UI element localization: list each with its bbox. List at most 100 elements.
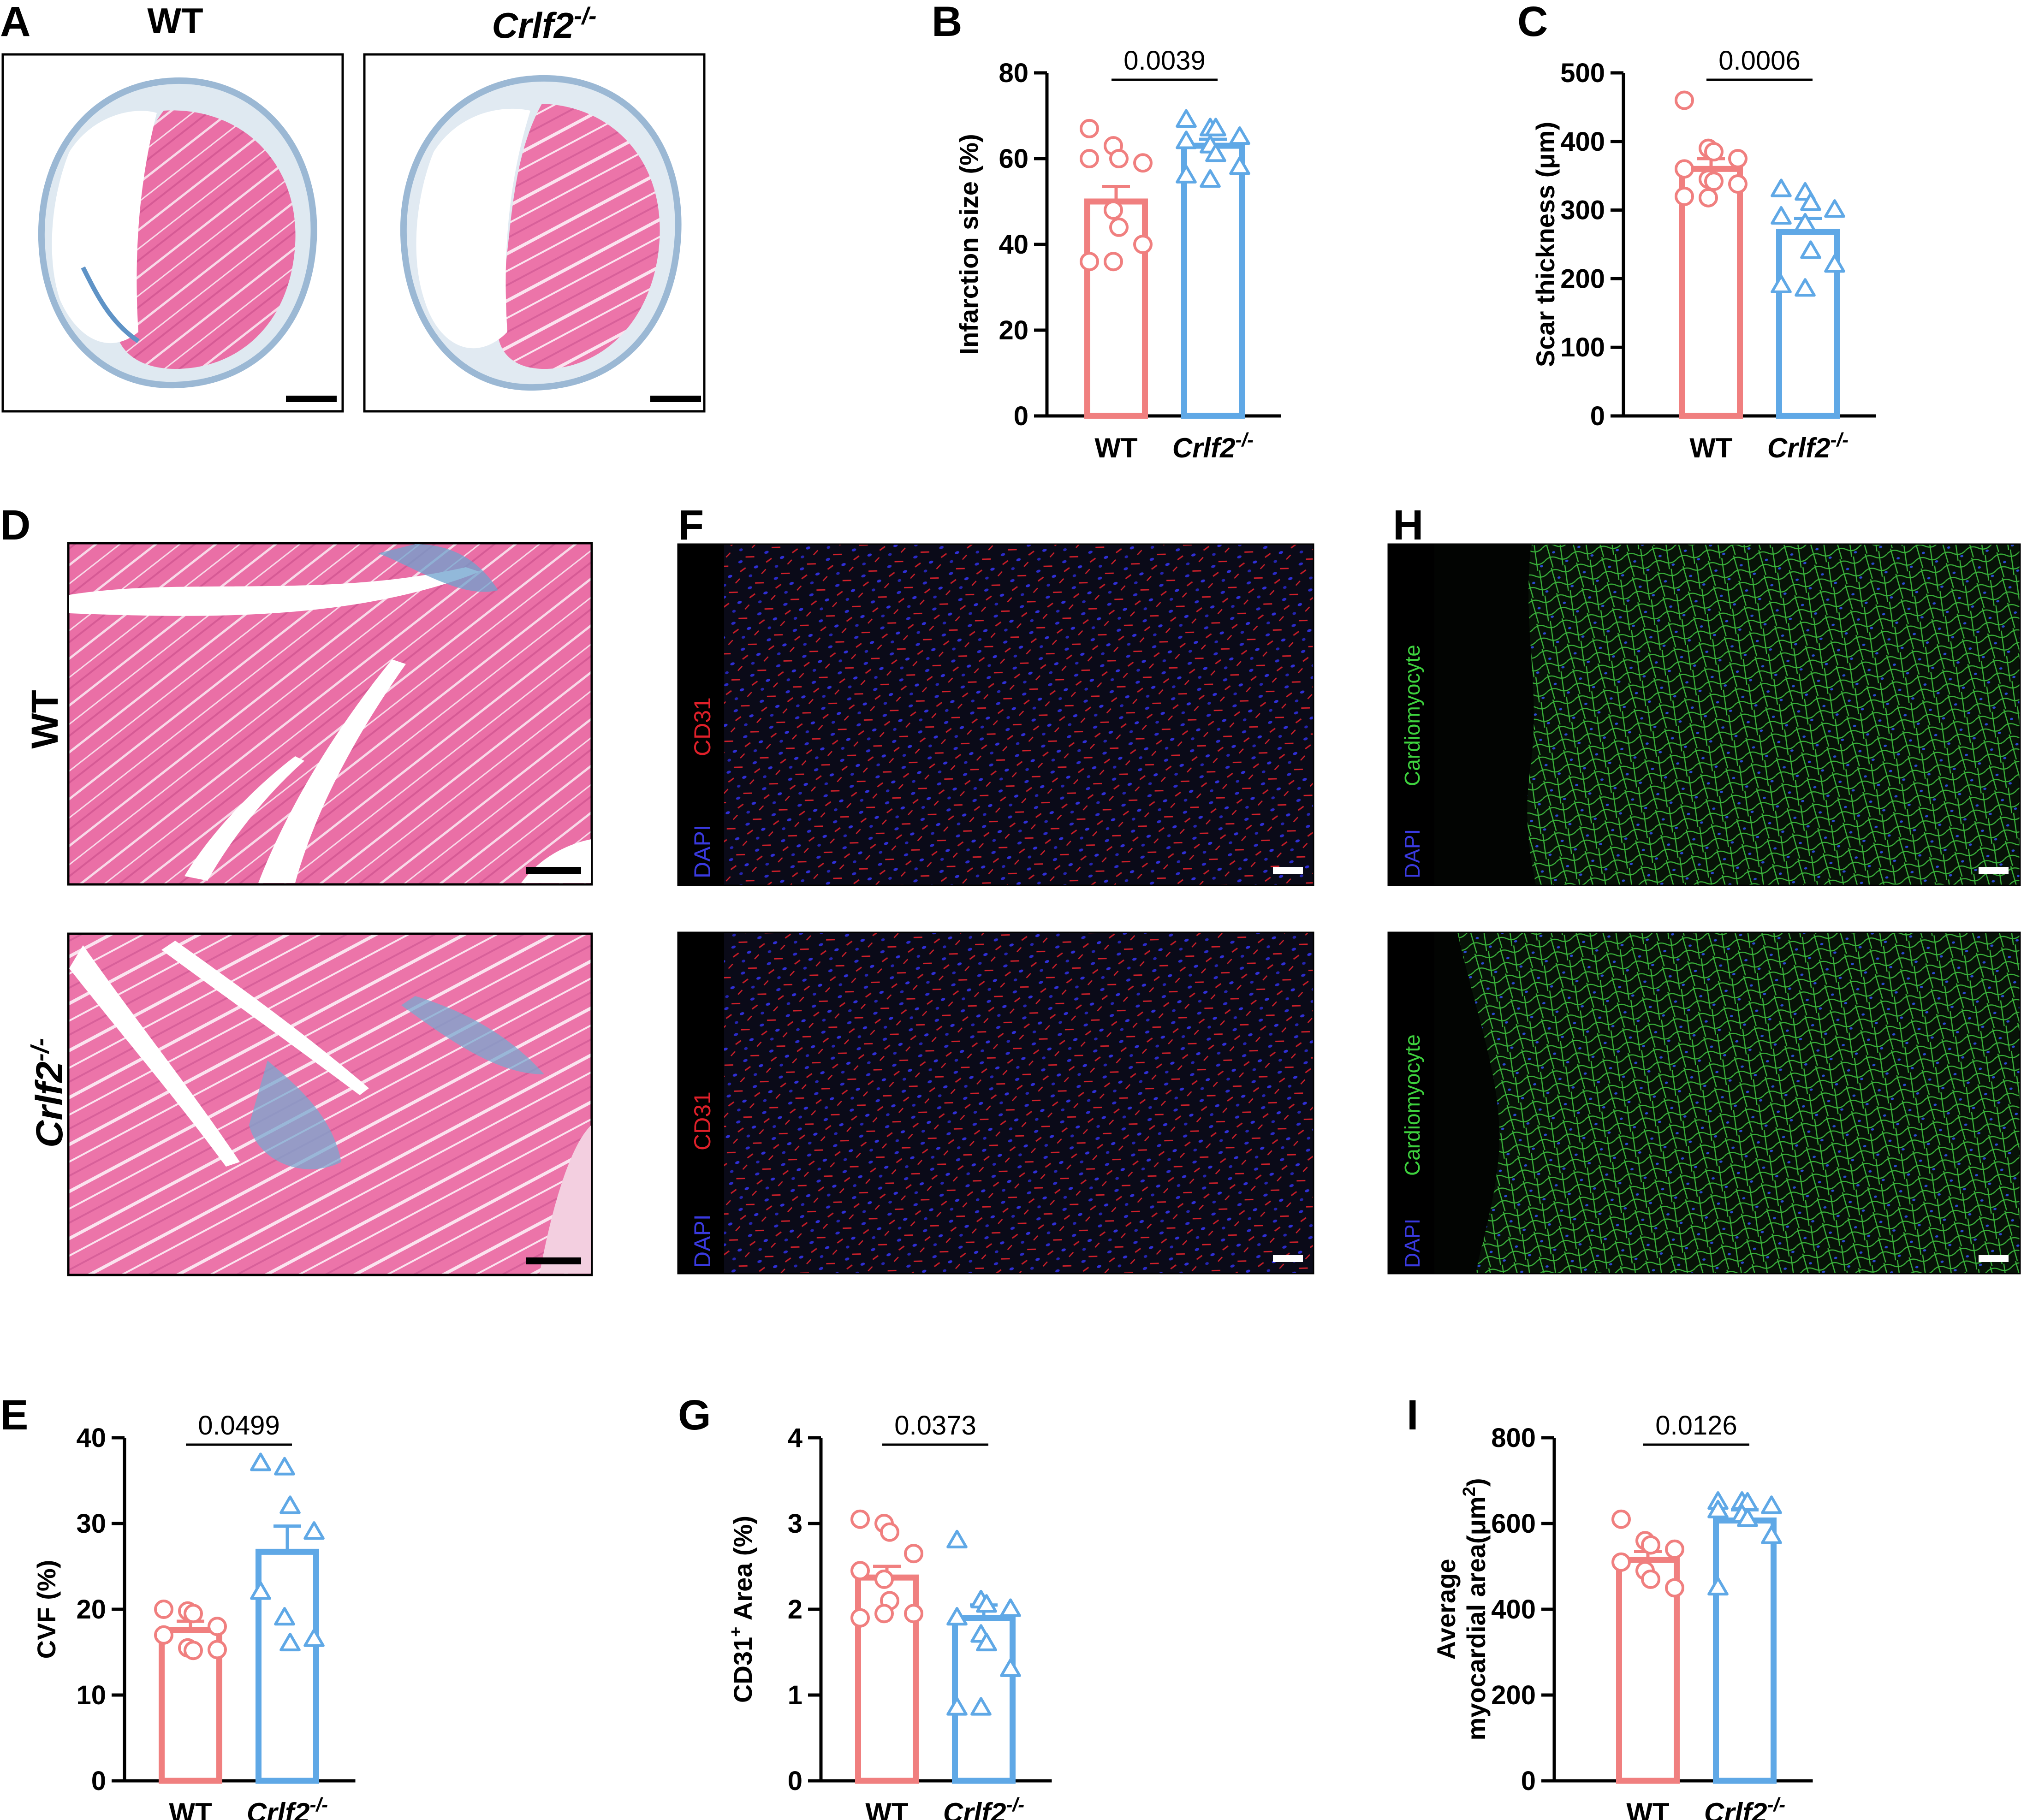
y-tick-label: 100 — [1560, 332, 1605, 362]
cardiomyocyte-image-wt: Cardiomyocyte DAPI — [1387, 543, 2021, 886]
x-tick-label-ko-sup: -/- — [1236, 429, 1254, 451]
data-point-ko — [279, 1495, 301, 1514]
data-point-ko — [1200, 169, 1221, 188]
panel-letter-b: B — [932, 0, 962, 45]
bar-ko — [1713, 1517, 1777, 1784]
y-tick-label: 0 — [91, 1766, 106, 1796]
chart-e-cvf: 0 10 20 30 40 CVF (%) WT Crlf2-/- 0.0499 — [32, 1411, 356, 1820]
data-point-wt — [1699, 188, 1718, 207]
y-axis-label-line2: myocardial area(μm2) — [1460, 1478, 1491, 1741]
cd31-image-ko: CD31 DAPI — [677, 931, 1314, 1275]
data-point-wt — [1104, 200, 1123, 220]
data-point-ko — [1800, 192, 1821, 211]
y-axis-label: Scar thickness (μm) — [1531, 122, 1560, 367]
data-point-ko — [1771, 206, 1792, 225]
chart-i-myocardial-area: 0 200 400 600 800 Average myocardial area(μm2)… — [1432, 1411, 1813, 1820]
y-tick-label: 400 — [1491, 1595, 1536, 1624]
dapi-label-wt: DAPI — [690, 824, 715, 878]
data-point-wt — [1133, 153, 1153, 173]
panel-a-label-ko: Crlf2-/- — [492, 3, 597, 46]
cardiomyocyte-label-wt: Cardiomyocyte — [1400, 645, 1424, 786]
x-tick-label-ko-sup: -/- — [1767, 1794, 1786, 1815]
panel-letter-c: C — [1517, 0, 1548, 45]
data-point-wt — [1080, 149, 1099, 168]
y-axis-label-sup: + — [726, 1627, 746, 1637]
data-point-ko — [976, 1594, 997, 1613]
x-tick-label-ko-main: Crlf2 — [943, 1797, 1006, 1820]
y-tick-label: 20 — [76, 1595, 106, 1624]
data-point-ko — [1176, 165, 1197, 184]
y-tick-label: 0 — [1521, 1766, 1536, 1796]
data-point-wt — [880, 1522, 899, 1542]
x-tick-label-ko-main: Crlf2 — [1767, 433, 1831, 463]
data-point-ko — [1795, 213, 1816, 232]
data-point-wt — [850, 1608, 870, 1628]
data-point-wt — [1133, 235, 1153, 254]
x-tick-label-wt: WT — [1689, 433, 1732, 463]
y-tick-label: 400 — [1560, 127, 1605, 157]
data-point-wt — [1641, 1535, 1660, 1555]
data-point-ko — [1800, 240, 1821, 259]
x-tick-label-ko-sup: -/- — [1831, 429, 1849, 451]
x-tick-label-ko-sup: -/- — [310, 1794, 328, 1815]
data-point-ko — [1737, 1508, 1758, 1527]
y-axis-label: CVF (%) — [32, 1560, 61, 1659]
data-point-ko — [970, 1697, 992, 1716]
data-point-ko — [303, 1628, 325, 1647]
panel-letter-e: E — [0, 1392, 28, 1439]
heart-section-wt — [1, 53, 344, 413]
data-point-wt — [1704, 172, 1724, 191]
panel-h: Cardiomyocyte DAPI Cardiomyocyte DAPI — [1387, 543, 2021, 1275]
data-point-wt — [1080, 119, 1099, 138]
data-point-ko — [274, 1607, 295, 1626]
y-tick-label: 300 — [1560, 196, 1605, 225]
x-tick-label-ko-main: Crlf2 — [1172, 433, 1236, 463]
data-point-ko — [1205, 143, 1226, 162]
x-tick-label-wt: WT — [865, 1797, 908, 1820]
x-tick-label-wt: WT — [1626, 1797, 1669, 1820]
data-point-wt — [1675, 90, 1694, 110]
y-tick-label: 20 — [999, 315, 1028, 345]
data-point-ko — [250, 1581, 271, 1600]
data-point-ko — [1000, 1598, 1021, 1617]
y-tick-label: 500 — [1560, 58, 1605, 88]
x-tick-label-wt: WT — [1094, 433, 1137, 463]
data-point-wt — [184, 1641, 203, 1660]
data-point-wt — [1665, 1539, 1684, 1559]
data-point-ko — [1707, 1500, 1729, 1518]
x-tick-label-ko: Crlf2-/- — [1704, 1794, 1785, 1820]
data-point-wt — [1109, 217, 1129, 237]
data-point-wt — [184, 1604, 203, 1624]
panel-a-label-wt: WT — [147, 0, 203, 41]
y-tick-label: 200 — [1560, 264, 1605, 294]
data-point-wt — [1675, 186, 1694, 206]
cd31-label-wt: CD31 — [690, 697, 715, 756]
p-value-label: 0.0126 — [1655, 1411, 1737, 1441]
data-point-wt — [874, 1569, 894, 1589]
data-point-wt — [1611, 1552, 1631, 1572]
y-tick-label: 0 — [1590, 401, 1605, 431]
cd31-image-wt: CD31 DAPI — [677, 543, 1314, 886]
y-tick-label: 10 — [76, 1680, 106, 1710]
data-point-ko — [1761, 1525, 1782, 1544]
data-point-ko — [1707, 1577, 1729, 1596]
data-point-ko — [1000, 1658, 1021, 1677]
x-tick-label-ko: Crlf2-/- — [247, 1794, 328, 1820]
y-axis-label-line2-sup: 2 — [1460, 1487, 1479, 1496]
data-point-wt — [1665, 1578, 1684, 1598]
y-tick-label: 40 — [76, 1423, 106, 1453]
data-point-wt — [850, 1561, 870, 1581]
data-point-ko — [279, 1632, 301, 1652]
y-tick-label: 1 — [788, 1680, 802, 1710]
y-tick-label: 30 — [76, 1509, 106, 1539]
data-point-wt — [1080, 252, 1099, 272]
data-point-wt — [1641, 1569, 1660, 1589]
p-value-label: 0.0373 — [894, 1411, 976, 1441]
panel-f: CD31 DAPI CD31 DAPI — [677, 543, 1314, 1275]
y-axis-label-line2-main: myocardial area(μm — [1462, 1496, 1491, 1740]
data-point-wt — [208, 1617, 227, 1636]
bar-ko — [256, 1548, 319, 1784]
y-tick-label: 2 — [788, 1595, 802, 1624]
panel-letter-h: H — [1393, 502, 1423, 549]
y-axis-label-line1: Average — [1432, 1559, 1461, 1660]
